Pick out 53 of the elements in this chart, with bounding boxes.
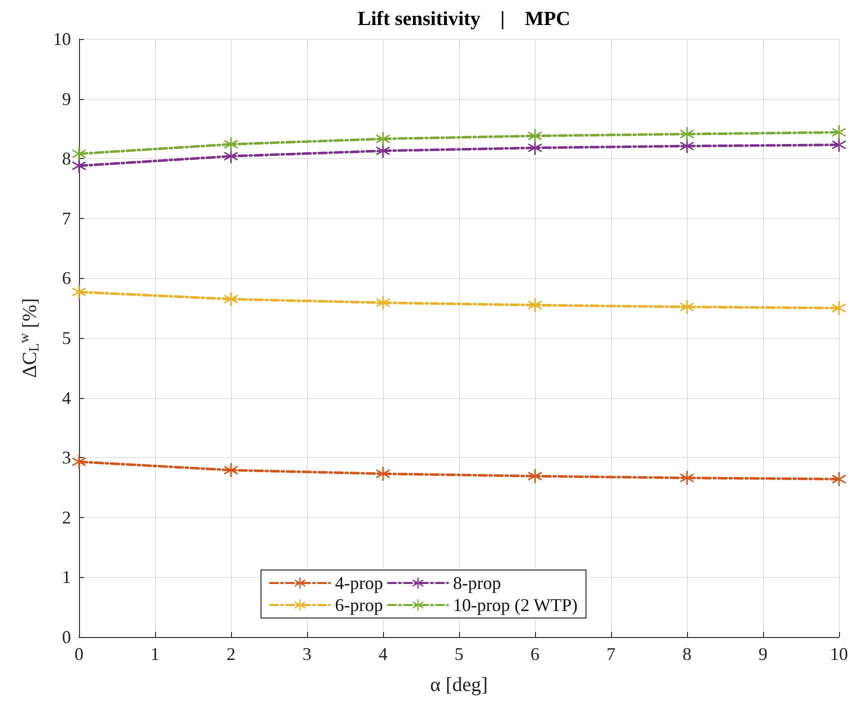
- point: [72, 454, 86, 469]
- y-tick-label: 5: [62, 328, 71, 348]
- point: [680, 470, 694, 485]
- point: [72, 146, 86, 161]
- y-tick-label: 6: [62, 268, 71, 288]
- point: [72, 158, 86, 173]
- legend-label: 10-prop (2 WTP): [452, 595, 578, 615]
- y-tick-label: 10: [53, 29, 71, 49]
- x-tick-label: 10: [830, 644, 848, 664]
- x-tick-label: 8: [682, 644, 692, 664]
- point: [376, 296, 390, 310]
- x-tick-label: 0: [74, 644, 84, 664]
- x-tick-label: 3: [302, 644, 312, 664]
- y-tick-label: 1: [62, 567, 71, 588]
- point: [680, 139, 694, 154]
- point: [528, 298, 542, 312]
- point: [224, 137, 238, 152]
- chart-title: Lift sensitivity | MPC: [358, 8, 570, 30]
- x-axis-title: α [deg]: [430, 674, 488, 696]
- point: [832, 138, 846, 152]
- y-tick-label: 9: [62, 88, 71, 109]
- y-tick-label: 0: [62, 627, 71, 647]
- x-tick-label: 7: [606, 644, 616, 664]
- point: [528, 469, 542, 484]
- x-tick-label: 6: [530, 644, 540, 664]
- legend-label: 8-prop: [452, 573, 501, 593]
- point: [376, 466, 390, 481]
- point: [832, 125, 846, 140]
- point: [376, 144, 390, 158]
- x-tick-label: 1: [150, 644, 160, 664]
- legend-label: 6-prop: [335, 595, 383, 615]
- point: [72, 284, 86, 299]
- point: [832, 301, 846, 316]
- point: [528, 140, 542, 155]
- y-tick-label: 7: [62, 208, 71, 228]
- point: [224, 463, 238, 478]
- y-tick-label: 3: [62, 448, 71, 468]
- point: [376, 132, 390, 146]
- point: [680, 127, 694, 142]
- x-tick-label: 9: [758, 644, 768, 664]
- y-axis-title: ΔCLw [%]: [18, 298, 43, 378]
- y-tick-label: 4: [62, 388, 71, 408]
- point: [680, 300, 694, 314]
- point: [224, 292, 238, 306]
- legend-label: 4-prop: [335, 573, 383, 593]
- point: [832, 472, 846, 486]
- point: [528, 128, 542, 143]
- y-tick-label: 8: [62, 148, 71, 169]
- x-tick-label: 5: [454, 644, 464, 664]
- y-tick-label: 2: [62, 507, 71, 528]
- x-tick-label: 2: [226, 644, 236, 664]
- x-tick-label: 4: [378, 644, 388, 664]
- point: [224, 149, 238, 164]
